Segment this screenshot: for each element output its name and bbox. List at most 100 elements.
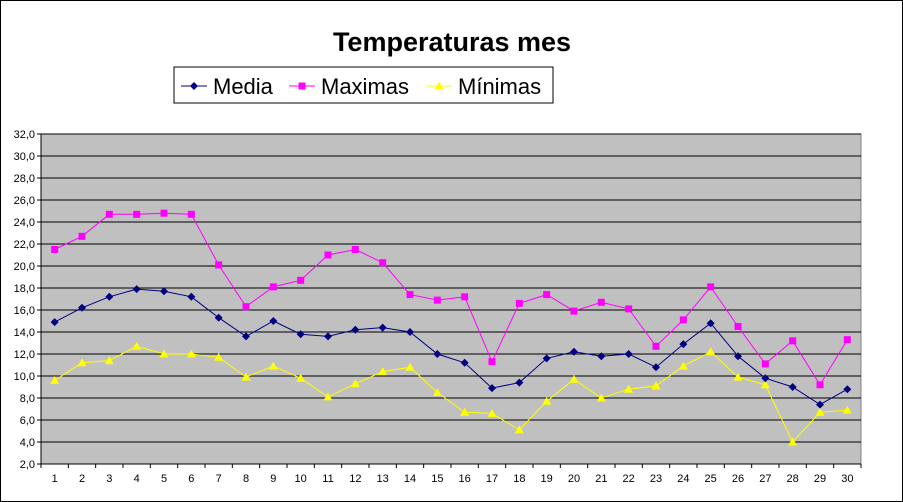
legend-marker: [298, 82, 306, 90]
data-point: [186, 349, 196, 358]
data-point: [679, 340, 688, 349]
data-point: [50, 318, 59, 327]
y-tick-label: 32,0: [14, 129, 35, 141]
data-point: [214, 313, 223, 322]
x-tick-label: 5: [161, 473, 167, 485]
data-point: [734, 352, 742, 361]
x-tick-label: 13: [377, 473, 389, 485]
x-axis-ticks: 1 2 3 4 5 6 7 8 9 10 11 12 13 14 15 16 17 18 19 20 21 22 23 24 2…: [40, 464, 862, 485]
data-point: [816, 400, 824, 409]
x-tick-label: 21: [595, 473, 607, 485]
y-tick-label: 6,0: [20, 415, 35, 427]
data-point: [843, 385, 852, 394]
data-point: [132, 285, 141, 294]
data-point: [214, 352, 224, 361]
data-point: [543, 291, 551, 299]
data-point: [268, 361, 278, 370]
data-point: [104, 356, 114, 365]
plot-area: [40, 133, 862, 465]
data-point: [242, 332, 250, 341]
data-point: [460, 358, 469, 367]
data-point: [488, 384, 496, 393]
data-point: [570, 307, 578, 315]
series-mínimas: [50, 341, 852, 446]
x-tick-label: 22: [623, 473, 635, 485]
data-point: [378, 323, 387, 332]
data-point: [570, 347, 578, 356]
data-point: [432, 388, 442, 396]
data-point: [488, 358, 496, 366]
x-tick-label: 28: [787, 473, 799, 485]
data-point: [679, 316, 687, 324]
data-point: [815, 407, 825, 416]
data-point: [788, 437, 798, 446]
x-tick-label: 25: [705, 473, 717, 485]
data-point: [132, 341, 142, 350]
data-point: [324, 332, 332, 341]
data-point: [624, 384, 634, 393]
y-tick-label: 12,0: [14, 349, 35, 361]
data-point: [652, 342, 660, 350]
data-point: [761, 360, 769, 368]
x-tick-label: 16: [459, 473, 471, 485]
data-point: [624, 350, 633, 358]
y-tick-label: 8,0: [20, 393, 35, 405]
series-media: [50, 285, 852, 409]
data-point: [379, 259, 387, 267]
x-tick-label: 11: [322, 473, 333, 485]
legend-entry: Media: [181, 74, 274, 99]
y-tick-label: 2,0: [20, 459, 35, 471]
data-point: [433, 350, 442, 358]
series-line: [54, 288, 848, 406]
x-tick-label: 7: [216, 473, 222, 485]
data-point: [625, 305, 633, 313]
y-tick-label: 18,0: [14, 283, 35, 295]
y-tick-label: 30,0: [14, 151, 35, 163]
data-point: [187, 210, 195, 218]
series-line: [54, 345, 848, 443]
data-point: [351, 246, 359, 253]
gridlines: [41, 133, 861, 443]
data-point: [51, 246, 59, 253]
x-tick-label: 9: [270, 473, 276, 485]
data-point: [241, 372, 251, 381]
data-point: [487, 408, 497, 417]
data-point: [734, 323, 742, 330]
data-point: [514, 425, 524, 434]
x-tick-label: 8: [243, 473, 249, 485]
x-tick-label: 3: [106, 473, 112, 485]
legend: Media Maximas Mínimas: [173, 66, 554, 104]
data-point: [242, 303, 250, 311]
data-point: [542, 354, 551, 363]
data-point: [324, 251, 332, 259]
legend-entry: Mínimas: [426, 74, 541, 99]
x-tick-label: 23: [650, 473, 662, 485]
data-point: [296, 373, 306, 382]
data-point: [596, 393, 606, 402]
x-tick-label: 20: [568, 473, 580, 485]
data-point: [461, 293, 469, 301]
data-point: [843, 336, 851, 344]
data-point: [159, 349, 169, 358]
data-point: [761, 374, 770, 383]
data-point: [597, 298, 605, 306]
series-maximas: [51, 209, 851, 389]
data-point: [50, 375, 60, 384]
data-point: [651, 381, 661, 390]
data-point: [296, 330, 305, 339]
data-point: [460, 407, 470, 416]
data-point: [816, 381, 824, 389]
x-tick-label: 10: [295, 473, 307, 485]
data-point: [105, 292, 114, 301]
y-tick-label: 20,0: [14, 261, 35, 273]
data-point: [406, 291, 414, 299]
y-tick-label: 28,0: [14, 173, 35, 185]
legend-label: Media: [213, 74, 274, 99]
data-point: [652, 363, 660, 372]
y-tick-label: 16,0: [14, 305, 35, 317]
x-tick-label: 2: [79, 473, 85, 485]
data-point: [678, 361, 688, 370]
data-point: [133, 210, 141, 218]
data-point: [187, 292, 196, 301]
